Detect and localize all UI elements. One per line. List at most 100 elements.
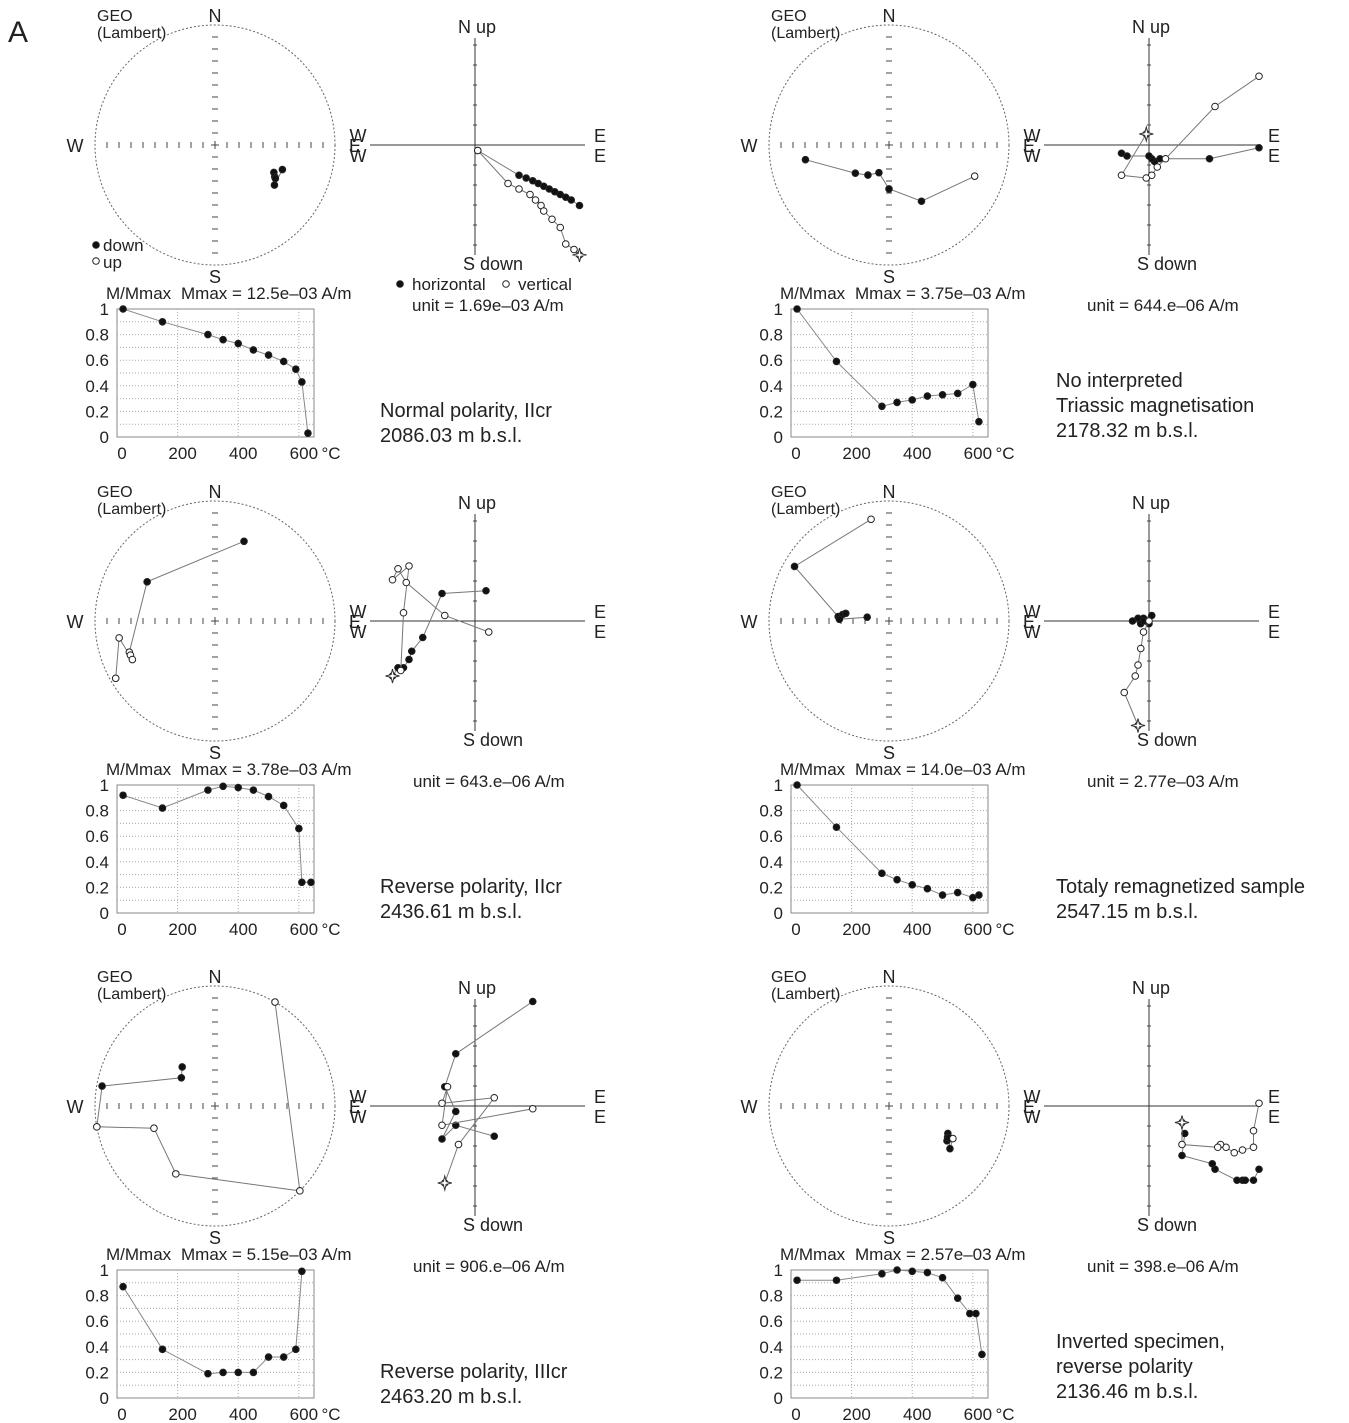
demag-point [938,1273,947,1282]
zijderveld-vertical-point [1153,163,1162,171]
annotation-title: Reverse polarity, IIIcr [380,1361,568,1383]
zijderveld-label-e2: E [594,1107,606,1127]
demag-y-tick: 0.2 [85,878,109,897]
zijderveld-horizontal-point [1128,617,1137,625]
zijderveld-vertical-point [402,578,411,587]
stereonet-point-down [801,155,810,164]
stereonet-label-e: E [349,612,361,632]
legend-horizontal-symbol [396,280,404,288]
demag-point [908,1267,917,1276]
demag-y-tick: 0.4 [85,853,109,872]
zijderveld-horizontal-point [567,196,576,204]
demag-y-tick: 0.8 [759,802,783,821]
stereonet-geo-label: GEO [97,969,133,986]
demag-point [878,869,886,878]
demag-point [249,346,258,354]
stereonet-point-up [296,1187,304,1195]
demag-point [249,1368,258,1377]
zijderveld-vertical-point [556,223,565,232]
zijderveld-label-nup: N up [458,493,496,513]
demag-point [975,891,983,899]
demag-y-tick: 0 [774,428,783,447]
demag-point [219,335,227,344]
zijderveld-vertical-point [1142,174,1151,182]
zijderveld-horizontal-point [407,647,416,656]
demag-point [307,878,315,887]
annotation-depth: 2463.20 m b.s.l. [380,1386,522,1408]
stereonet-projection-label: (Lambert) [771,986,840,1003]
demag-x-tick: 200 [168,444,196,463]
stereonet-point-down [875,168,883,177]
demag-path [796,784,980,899]
zijderveld-label-w2: W [1024,146,1041,166]
demag-point [119,791,127,800]
zijderveld-vertical-point [515,185,523,193]
demag-frame [116,308,315,438]
demag-y-tick: 0.8 [85,1287,109,1306]
stereonet-circle [94,500,336,742]
zijderveld-horizontal-point [1208,1159,1217,1168]
zijderveld-vertical-point [1213,1143,1222,1152]
demag-point [832,823,841,832]
legend-down-label: down [103,236,144,255]
annotation: No interpreted Triassic magnetisation 2178… [1056,370,1254,442]
zijderveld-vertical-path [441,1086,533,1184]
zijderveld-vertical-point [1178,1140,1186,1149]
demag-x-tick: 600 [964,444,992,463]
zijderveld-horizontal-point [1255,1165,1263,1174]
annotation-title: Normal polarity, IIcr [380,400,552,422]
stereonet-point-up [172,1170,180,1178]
demag-y-tick: 0.6 [759,827,783,846]
zijderveld-vertical-point [526,190,534,199]
demag-point [204,786,212,794]
demag-mmax-value: Mmax = 14.0e–03 A/m [855,760,1026,779]
zijderveld-vertical-point [1131,672,1140,680]
stereonet-label-n: N [209,6,222,26]
demag-point [923,392,932,400]
zijderveld-label-sdown: S down [1137,254,1197,274]
annotation: Normal polarity, IIcr 2086.03 m b.s.l. [380,400,552,447]
demag-plot: M/Mmax Mmax = 3.75e–03 A/m 1 0.8 0.6 0.4 0.2 00… [759,284,1025,463]
demag-x-tick: 200 [842,1405,870,1423]
zijderveld-label-w: W [350,602,367,622]
stereonet: N S W E GEO(Lambert) [67,482,362,763]
stereonet-point-up [271,998,279,1006]
zijderveld-vertical-point [405,562,413,570]
demag-x-tick: 400 [229,444,257,463]
zijderveld-label-sdown: S down [463,730,523,750]
demag-x-tick: 600 [290,444,318,463]
legend-vertical-label: vertical [518,275,572,294]
annotation: Inverted specimen, reverse polarity 2136.4… [1056,1331,1225,1403]
demag-y-tick: 1 [774,300,783,319]
zijderveld-unit-label: unit = 644.e–06 A/m [1087,296,1239,315]
stereonet: N S W E GEO(Lambert) [741,482,1036,763]
demag-x-tick: 0 [117,920,126,939]
zijderveld-horizontal-point [1145,152,1153,160]
stereonet-point-down [270,181,279,189]
demag-plot: M/Mmax Mmax = 12.5e–03 A/m 1 0.8 0.6 0.4 0.2 00… [85,284,351,463]
zijderveld-vertical-point [1211,102,1219,111]
zijderveld-vertical-point [399,608,408,617]
zijderveld-label-e2: E [1268,1107,1280,1127]
stereonet-point-down [885,185,893,193]
legend-vertical-symbol [502,280,510,288]
stereonet-geo-label: GEO [771,969,807,986]
zijderveld-label-e: E [1268,1087,1280,1107]
stereonet-projection-label: (Lambert) [771,25,840,42]
stereonet-projection-label: (Lambert) [771,501,840,518]
zijderveld-horizontal-path [1181,1133,1260,1181]
zijderveld-vertical-point [1249,1126,1258,1135]
stereonet-point-down [790,562,799,571]
zijderveld-horizontal-point [418,633,427,642]
demag-y-tick: 1 [774,1261,783,1280]
stereonet-point-up [970,172,979,180]
demag-point [832,357,841,366]
demag-x-tick: 600 [964,1405,992,1423]
zijderveld-unit-label: unit = 2.77e–03 A/m [1087,772,1239,791]
zijderveld-unit-label: unit = 906.e–06 A/m [413,1257,565,1276]
stereonet-circle [768,500,1010,742]
